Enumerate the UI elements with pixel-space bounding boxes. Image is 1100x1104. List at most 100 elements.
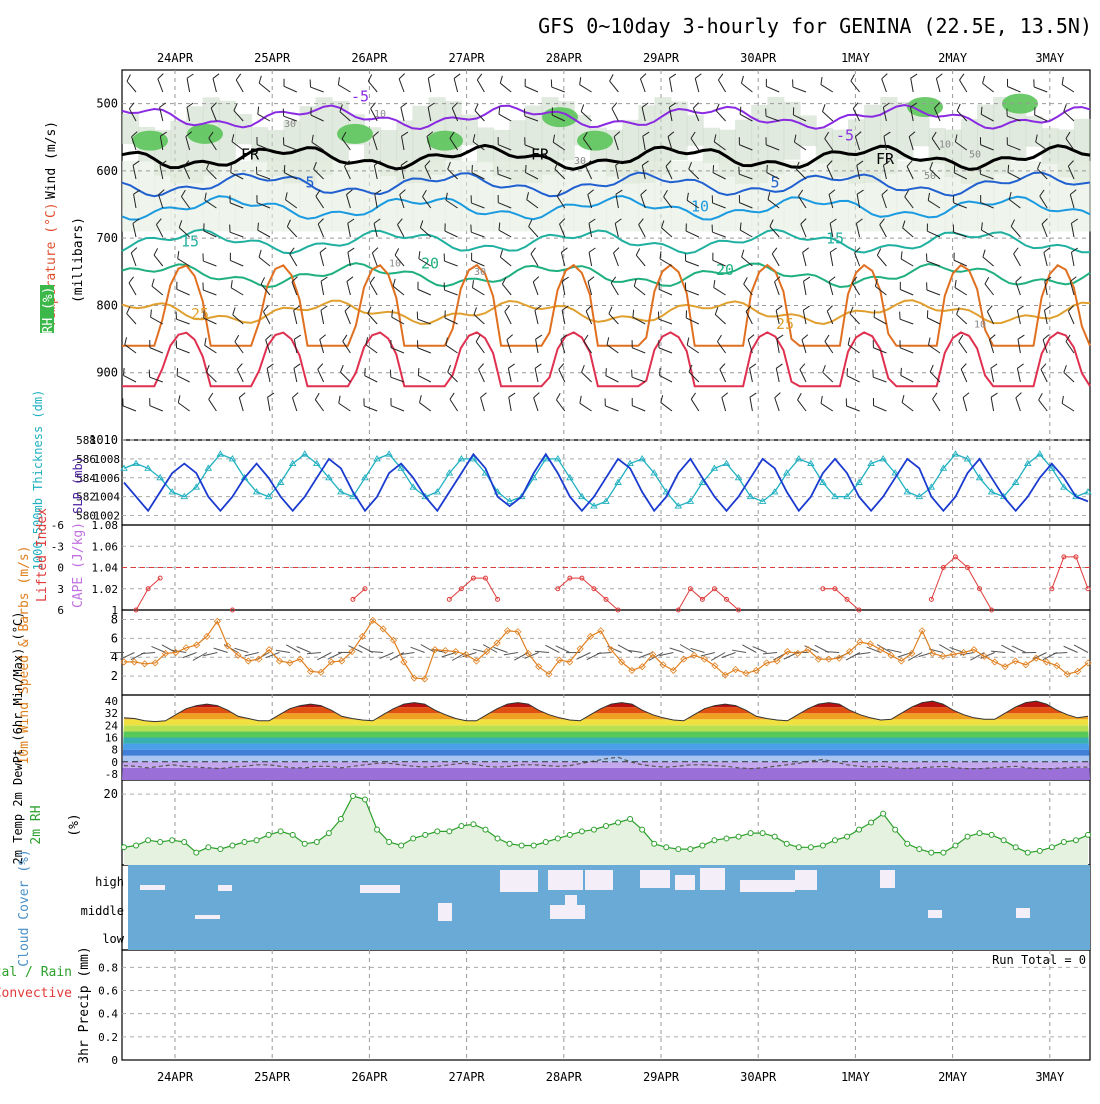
pressure-tick: 700	[96, 231, 118, 245]
rh2m-point	[387, 839, 392, 844]
x-tick-top: 30APR	[740, 51, 777, 65]
rh-shade-cell	[316, 161, 333, 232]
li-tick: 6	[57, 604, 64, 617]
cloud-gap	[1016, 908, 1030, 918]
rh-shade-cell	[558, 161, 575, 232]
rh2m-point	[435, 829, 440, 834]
isotherm-label: FR	[876, 150, 895, 168]
rh2m-point	[531, 843, 536, 848]
rh-shade-cell	[913, 116, 930, 147]
cape-ylabel: CAPE (J/kg)	[71, 522, 86, 608]
temp2m-ylabels: 2m Temp 2m DewPt (6hr Min/Max) (°C)	[11, 612, 25, 865]
isotherm-label: 15	[826, 230, 844, 248]
rh2m-point	[917, 847, 922, 852]
isotherm-label: -5	[351, 88, 369, 106]
rh-high-patch	[577, 131, 613, 151]
isotherm-label: 25	[776, 315, 794, 333]
rh2m-point	[495, 836, 500, 841]
cape-tick: 1.04	[92, 562, 119, 575]
temp-band	[122, 731, 1090, 737]
rh2m-point	[471, 822, 476, 827]
rh2m-point	[375, 827, 380, 832]
rh2m-point	[905, 841, 910, 846]
chart-title: GFS 0~10day 3-hourly for GENINA (22.5E, …	[538, 14, 1092, 38]
rh2m-point	[459, 824, 464, 829]
rh2m-point	[134, 843, 139, 848]
rh2m-point	[1037, 848, 1042, 853]
rh2m-point	[411, 836, 416, 841]
cloud-gap	[500, 870, 538, 892]
cloud-gap	[700, 868, 725, 890]
rh2m-point	[893, 827, 898, 832]
rh2m-point	[519, 843, 524, 848]
cloud-gap	[928, 910, 942, 918]
rh2m-point	[640, 827, 645, 832]
isotherm-label: 20	[421, 254, 439, 272]
rh-shade-cell	[1058, 161, 1075, 232]
li-tick: -6	[51, 519, 64, 532]
rh2m-point	[724, 836, 729, 841]
rh2m-point	[483, 827, 488, 832]
rh-high-patch	[337, 124, 373, 144]
temp-band	[122, 725, 1090, 731]
rh2m-point	[314, 839, 319, 844]
slp-tick: 1004	[94, 491, 121, 504]
cloud-gap	[740, 880, 795, 892]
rh-contour-label: 10	[974, 320, 986, 331]
rh2m-point	[700, 843, 705, 848]
wind10m-tick: 8	[111, 612, 118, 626]
pressure-tick: 600	[96, 164, 118, 178]
rh-contour-label: 10	[939, 139, 951, 150]
rh2m-point	[941, 850, 946, 855]
rh2m-point	[808, 845, 813, 850]
x-tick-top: 27APR	[449, 51, 486, 65]
rh2m-point	[326, 831, 331, 836]
temp-tick: 32	[105, 707, 118, 720]
rh-shade-cell	[445, 161, 462, 232]
rh2m-point	[567, 832, 572, 837]
li-tick: 3	[57, 583, 64, 596]
rh-shade-cell	[767, 161, 784, 232]
rh-shade-cell	[977, 161, 994, 232]
precip-tick: 0.4	[98, 1008, 118, 1021]
rh2m-point	[182, 839, 187, 844]
x-tick-top: 3MAY	[1035, 51, 1065, 65]
precip-tick: 0.2	[98, 1031, 118, 1044]
x-tick-bottom: 2MAY	[938, 1070, 968, 1084]
rh2m-ylabel: 2m RH	[29, 805, 44, 844]
rh-shade-cell	[687, 161, 704, 232]
pressure-tick: 500	[96, 97, 118, 111]
slp-tick: 1008	[94, 453, 121, 466]
temp-tick: 24	[105, 719, 119, 732]
rh-shade-cell	[187, 161, 204, 232]
precip-run-total: Run Total = 0	[992, 953, 1086, 967]
cloud-gap	[360, 885, 400, 893]
rh2m-point	[158, 839, 163, 844]
cloud-gap	[438, 903, 452, 921]
rh2m-point	[953, 843, 958, 848]
rh2m-point	[688, 847, 693, 852]
rh2m-point	[266, 832, 271, 837]
rh-shade-cell	[380, 161, 397, 232]
rh2m-point	[555, 836, 560, 841]
precip-main-ylabel: 3hr Precip (mm)	[77, 946, 92, 1063]
rh-contour-label: 50	[969, 149, 981, 160]
x-tick-bottom: 3MAY	[1035, 1070, 1065, 1084]
lifted-index-ylabel: Lifted Index	[35, 508, 50, 602]
rh2m-point	[857, 827, 862, 832]
x-tick-bottom: 25APR	[254, 1070, 291, 1084]
rh2m-point	[676, 847, 681, 852]
cape-tick: 1.06	[92, 540, 119, 553]
x-tick-bottom: 1MAY	[841, 1070, 871, 1084]
temp-tick: 40	[105, 695, 118, 708]
x-tick-bottom: 29APR	[643, 1070, 680, 1084]
temp-tick: 0	[111, 756, 118, 769]
cloud-gap	[795, 870, 817, 890]
x-tick-top: 24APR	[157, 51, 194, 65]
temp-tick: 8	[111, 744, 118, 757]
rh2m-point	[772, 834, 777, 839]
precip-total-ylabel: Total / Rain	[0, 965, 72, 980]
x-tick-bottom: 26APR	[351, 1070, 388, 1084]
slp-tick: 1006	[94, 472, 121, 485]
